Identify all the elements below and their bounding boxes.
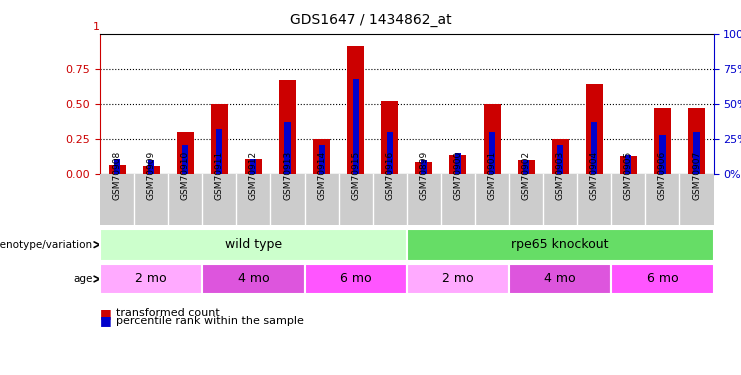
Bar <box>114 159 120 174</box>
Text: 6 mo: 6 mo <box>340 273 371 285</box>
Bar <box>279 80 296 174</box>
Text: 4 mo: 4 mo <box>238 273 269 285</box>
Text: 4 mo: 4 mo <box>545 273 576 285</box>
Text: GSM70901: GSM70901 <box>488 150 496 200</box>
Bar <box>182 145 188 174</box>
Bar <box>285 122 290 174</box>
Bar <box>216 129 222 174</box>
Text: GSM70903: GSM70903 <box>556 150 565 200</box>
Bar <box>245 159 262 174</box>
Text: ■: ■ <box>100 307 112 320</box>
Bar <box>625 154 631 174</box>
Bar <box>381 101 399 174</box>
Bar <box>387 132 393 174</box>
Text: GSM70899: GSM70899 <box>419 150 428 200</box>
Text: GDS1647 / 1434862_at: GDS1647 / 1434862_at <box>290 13 451 27</box>
Bar <box>557 145 563 174</box>
Bar <box>483 104 500 174</box>
Text: 1: 1 <box>93 22 100 32</box>
Text: 6 mo: 6 mo <box>647 273 678 285</box>
Text: GSM70900: GSM70900 <box>453 150 462 200</box>
Text: GSM70909: GSM70909 <box>147 150 156 200</box>
Text: GSM70910: GSM70910 <box>181 150 190 200</box>
Text: GSM70905: GSM70905 <box>624 150 633 200</box>
Text: GSM70907: GSM70907 <box>692 150 701 200</box>
Text: genotype/variation: genotype/variation <box>0 240 93 250</box>
Text: GSM70912: GSM70912 <box>249 150 258 200</box>
Bar <box>176 132 194 174</box>
Bar <box>449 154 467 174</box>
Text: 2 mo: 2 mo <box>442 273 473 285</box>
Bar <box>694 132 700 174</box>
Text: percentile rank within the sample: percentile rank within the sample <box>116 316 305 326</box>
Bar <box>591 122 597 174</box>
Text: rpe65 knockout: rpe65 knockout <box>511 238 609 251</box>
Bar <box>250 159 256 174</box>
Bar <box>210 104 228 174</box>
Text: GSM70904: GSM70904 <box>590 150 599 200</box>
Text: GSM70908: GSM70908 <box>113 150 122 200</box>
Bar <box>313 139 330 174</box>
Bar <box>585 84 602 174</box>
Text: GSM70902: GSM70902 <box>522 150 531 200</box>
Bar <box>517 160 534 174</box>
Bar <box>489 132 495 174</box>
Text: GSM70906: GSM70906 <box>658 150 667 200</box>
Bar <box>619 156 637 174</box>
Text: 2 mo: 2 mo <box>136 273 167 285</box>
Bar <box>551 139 569 174</box>
Text: wild type: wild type <box>225 238 282 251</box>
Bar <box>421 160 427 174</box>
Text: transformed count: transformed count <box>116 308 220 318</box>
Text: ■: ■ <box>100 314 112 327</box>
Bar <box>455 153 461 174</box>
Bar <box>353 79 359 174</box>
Text: GSM70911: GSM70911 <box>215 150 224 200</box>
Bar <box>659 135 665 174</box>
Bar <box>347 46 365 174</box>
Bar <box>142 166 160 174</box>
Text: GSM70914: GSM70914 <box>317 150 326 200</box>
Bar <box>319 145 325 174</box>
Text: GSM70915: GSM70915 <box>351 150 360 200</box>
Bar <box>654 108 671 174</box>
Bar <box>415 162 433 174</box>
Bar <box>148 160 154 174</box>
Bar <box>688 108 705 174</box>
Bar <box>523 160 529 174</box>
Text: age: age <box>73 274 93 284</box>
Text: GSM70916: GSM70916 <box>385 150 394 200</box>
Text: GSM70913: GSM70913 <box>283 150 292 200</box>
Bar <box>108 165 126 174</box>
